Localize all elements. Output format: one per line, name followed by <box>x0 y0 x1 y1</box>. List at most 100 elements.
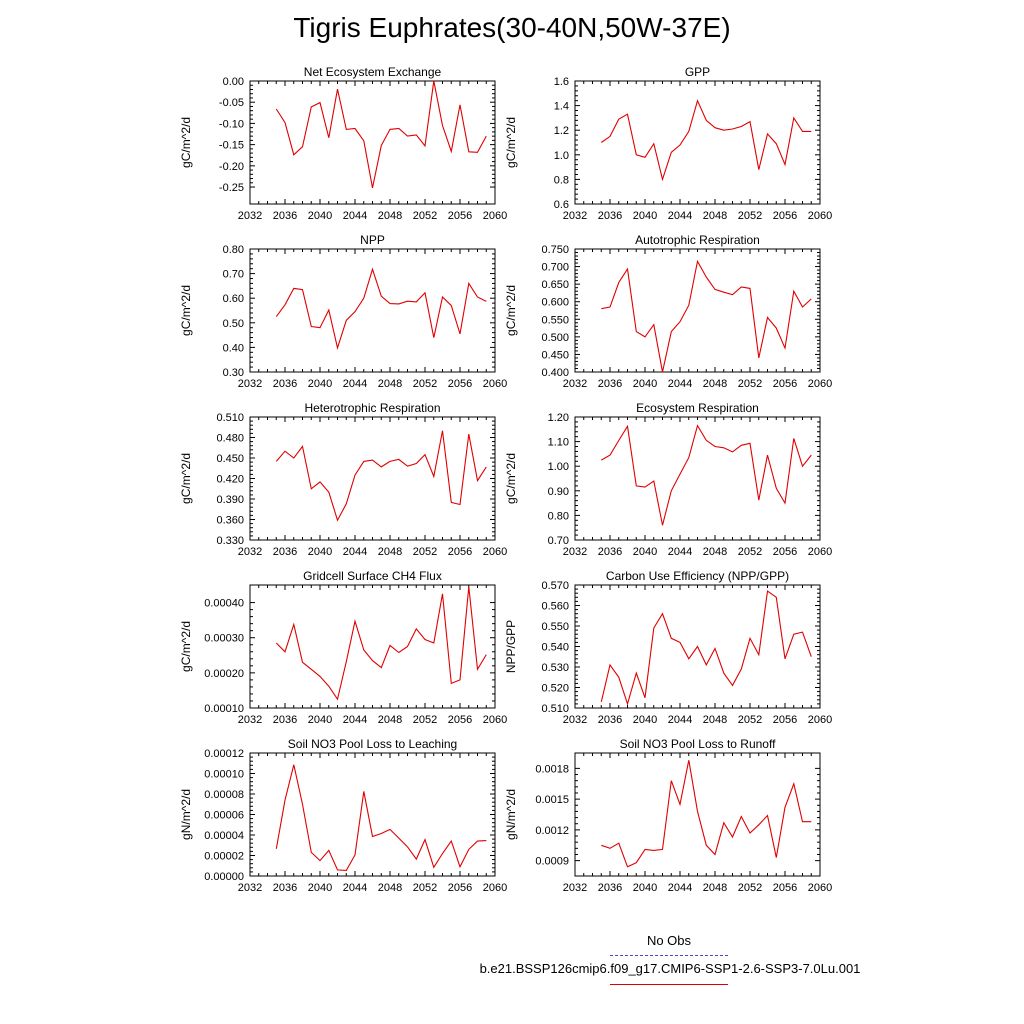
y-tick-label: 0.00000 <box>204 871 244 883</box>
y-tick-label: 0.00010 <box>204 703 244 715</box>
x-tick-label: 2056 <box>773 714 797 726</box>
x-tick-label: 2032 <box>238 546 262 558</box>
series-line <box>601 259 812 373</box>
x-tick-label: 2056 <box>448 714 472 726</box>
x-tick-label: 2036 <box>273 882 297 894</box>
y-tick-label: 0.510 <box>216 412 244 424</box>
x-tick-label: 2060 <box>808 714 832 726</box>
x-tick-label: 2032 <box>563 378 587 390</box>
x-tick-label: 2052 <box>738 714 762 726</box>
x-tick-label: 2032 <box>563 714 587 726</box>
y-tick-label: 0.520 <box>541 683 569 695</box>
x-tick-label: 2044 <box>668 714 692 726</box>
x-tick-label: 2052 <box>738 378 762 390</box>
chart-title: Soil NO3 Pool Loss to Runoff <box>620 737 777 751</box>
x-tick-label: 2052 <box>738 546 762 558</box>
x-tick-label: 2036 <box>598 210 622 222</box>
chart-panel-10: Soil NO3 Pool Loss to Runoff gN/m^2/d 2032… <box>504 737 832 894</box>
x-tick-label: 2052 <box>738 210 762 222</box>
y-tick-label: 0.30 <box>223 367 244 379</box>
y-tick-label: 0.600 <box>541 297 569 309</box>
x-tick-label: 2052 <box>738 882 762 894</box>
y-tick-label: 1.10 <box>548 437 569 449</box>
y-tick-label: -0.15 <box>219 140 244 152</box>
y-tick-label: 1.2 <box>554 125 569 137</box>
x-tick-label: 2044 <box>343 714 367 726</box>
x-tick-label: 2048 <box>378 882 402 894</box>
x-tick-label: 2032 <box>563 546 587 558</box>
legend-obs-label: No Obs <box>646 933 692 948</box>
x-tick-label: 2060 <box>808 546 832 558</box>
chart-panel-4: Autotrophic Respiration gC/m^2/d 2032 2036 2… <box>504 233 832 390</box>
y-tick-label: 0.0015 <box>535 794 569 806</box>
y-tick-label: 0.00020 <box>204 668 244 680</box>
x-tick-label: 2060 <box>483 210 507 222</box>
x-tick-label: 2060 <box>808 210 832 222</box>
y-tick-label: 1.4 <box>554 101 569 113</box>
x-tick-label: 2040 <box>308 378 332 390</box>
y-tick-label: 0.70 <box>548 535 569 547</box>
y-axis-label: gN/m^2/d <box>179 789 193 840</box>
x-tick-label: 2060 <box>483 882 507 894</box>
y-tick-label: 0.0012 <box>535 825 569 837</box>
y-tick-label: 0.50 <box>223 318 244 330</box>
y-tick-label: 0.00002 <box>204 851 244 863</box>
x-tick-label: 2040 <box>633 546 657 558</box>
x-tick-label: 2040 <box>308 210 332 222</box>
chart-title: Autotrophic Respiration <box>635 233 760 247</box>
legend-case-label: b.e21.BSSP126cmip6.f09_g17.CMIP6-SSP1-2.… <box>479 961 861 976</box>
x-tick-label: 2048 <box>378 714 402 726</box>
y-tick-label: 0.450 <box>541 349 569 361</box>
series-line <box>275 764 487 871</box>
x-tick-label: 2040 <box>633 882 657 894</box>
chart-panel-6: Ecosystem Respiration gC/m^2/d 2032 2036 204… <box>504 401 832 558</box>
x-tick-label: 2036 <box>273 714 297 726</box>
x-tick-label: 2056 <box>448 210 472 222</box>
x-tick-label: 2048 <box>378 546 402 558</box>
x-tick-label: 2056 <box>773 378 797 390</box>
x-tick-label: 2044 <box>668 546 692 558</box>
y-tick-label: 0.750 <box>541 244 569 256</box>
series-line <box>275 80 487 189</box>
chart-title: Soil NO3 Pool Loss to Leaching <box>288 737 457 751</box>
y-tick-label: -0.10 <box>219 118 244 130</box>
x-tick-label: 2056 <box>773 882 797 894</box>
chart-title: Heterotrophic Respiration <box>304 401 440 415</box>
plot-frame <box>574 248 821 373</box>
x-tick-label: 2056 <box>773 546 797 558</box>
y-tick-label: 0.480 <box>216 433 244 445</box>
series-line <box>601 760 812 868</box>
y-tick-label: 1.6 <box>554 76 569 88</box>
y-tick-label: 0.510 <box>541 703 569 715</box>
y-axis-label: gC/m^2/d <box>504 453 518 504</box>
x-tick-label: 2044 <box>668 378 692 390</box>
x-tick-label: 2060 <box>483 714 507 726</box>
x-tick-label: 2040 <box>633 714 657 726</box>
y-tick-label: 0.550 <box>541 314 569 326</box>
y-axis-label: gC/m^2/d <box>504 285 518 336</box>
x-tick-label: 2048 <box>703 714 727 726</box>
y-tick-label: 1.20 <box>548 412 569 424</box>
y-tick-label: 0.400 <box>541 367 569 379</box>
x-tick-label: 2036 <box>598 378 622 390</box>
y-tick-label: 0.40 <box>223 342 244 354</box>
chart-title: GPP <box>685 65 710 79</box>
y-tick-label: 0.650 <box>541 279 569 291</box>
chart-title: NPP <box>360 233 385 247</box>
x-tick-label: 2032 <box>238 378 262 390</box>
series-line <box>601 424 812 526</box>
y-tick-label: 0.00004 <box>204 830 244 842</box>
y-tick-label: 0.8 <box>554 174 569 186</box>
y-tick-label: 0.420 <box>216 474 244 486</box>
y-tick-label: 0.90 <box>548 486 569 498</box>
y-tick-label: 0.70 <box>223 269 244 281</box>
x-tick-label: 2044 <box>668 882 692 894</box>
chart-panel-3: NPP gC/m^2/d 2032 2036 2040 2044 2048 2052 2056 2… <box>179 233 507 390</box>
x-tick-label: 2036 <box>598 714 622 726</box>
x-tick-label: 2044 <box>343 546 367 558</box>
y-tick-label: 0.360 <box>216 515 244 527</box>
chart-panel-7: Gridcell Surface CH4 Flux gC/m^2/d 2032 203… <box>179 569 507 726</box>
x-tick-label: 2052 <box>413 546 437 558</box>
series-line <box>275 430 487 522</box>
y-tick-label: 1.0 <box>554 150 569 162</box>
